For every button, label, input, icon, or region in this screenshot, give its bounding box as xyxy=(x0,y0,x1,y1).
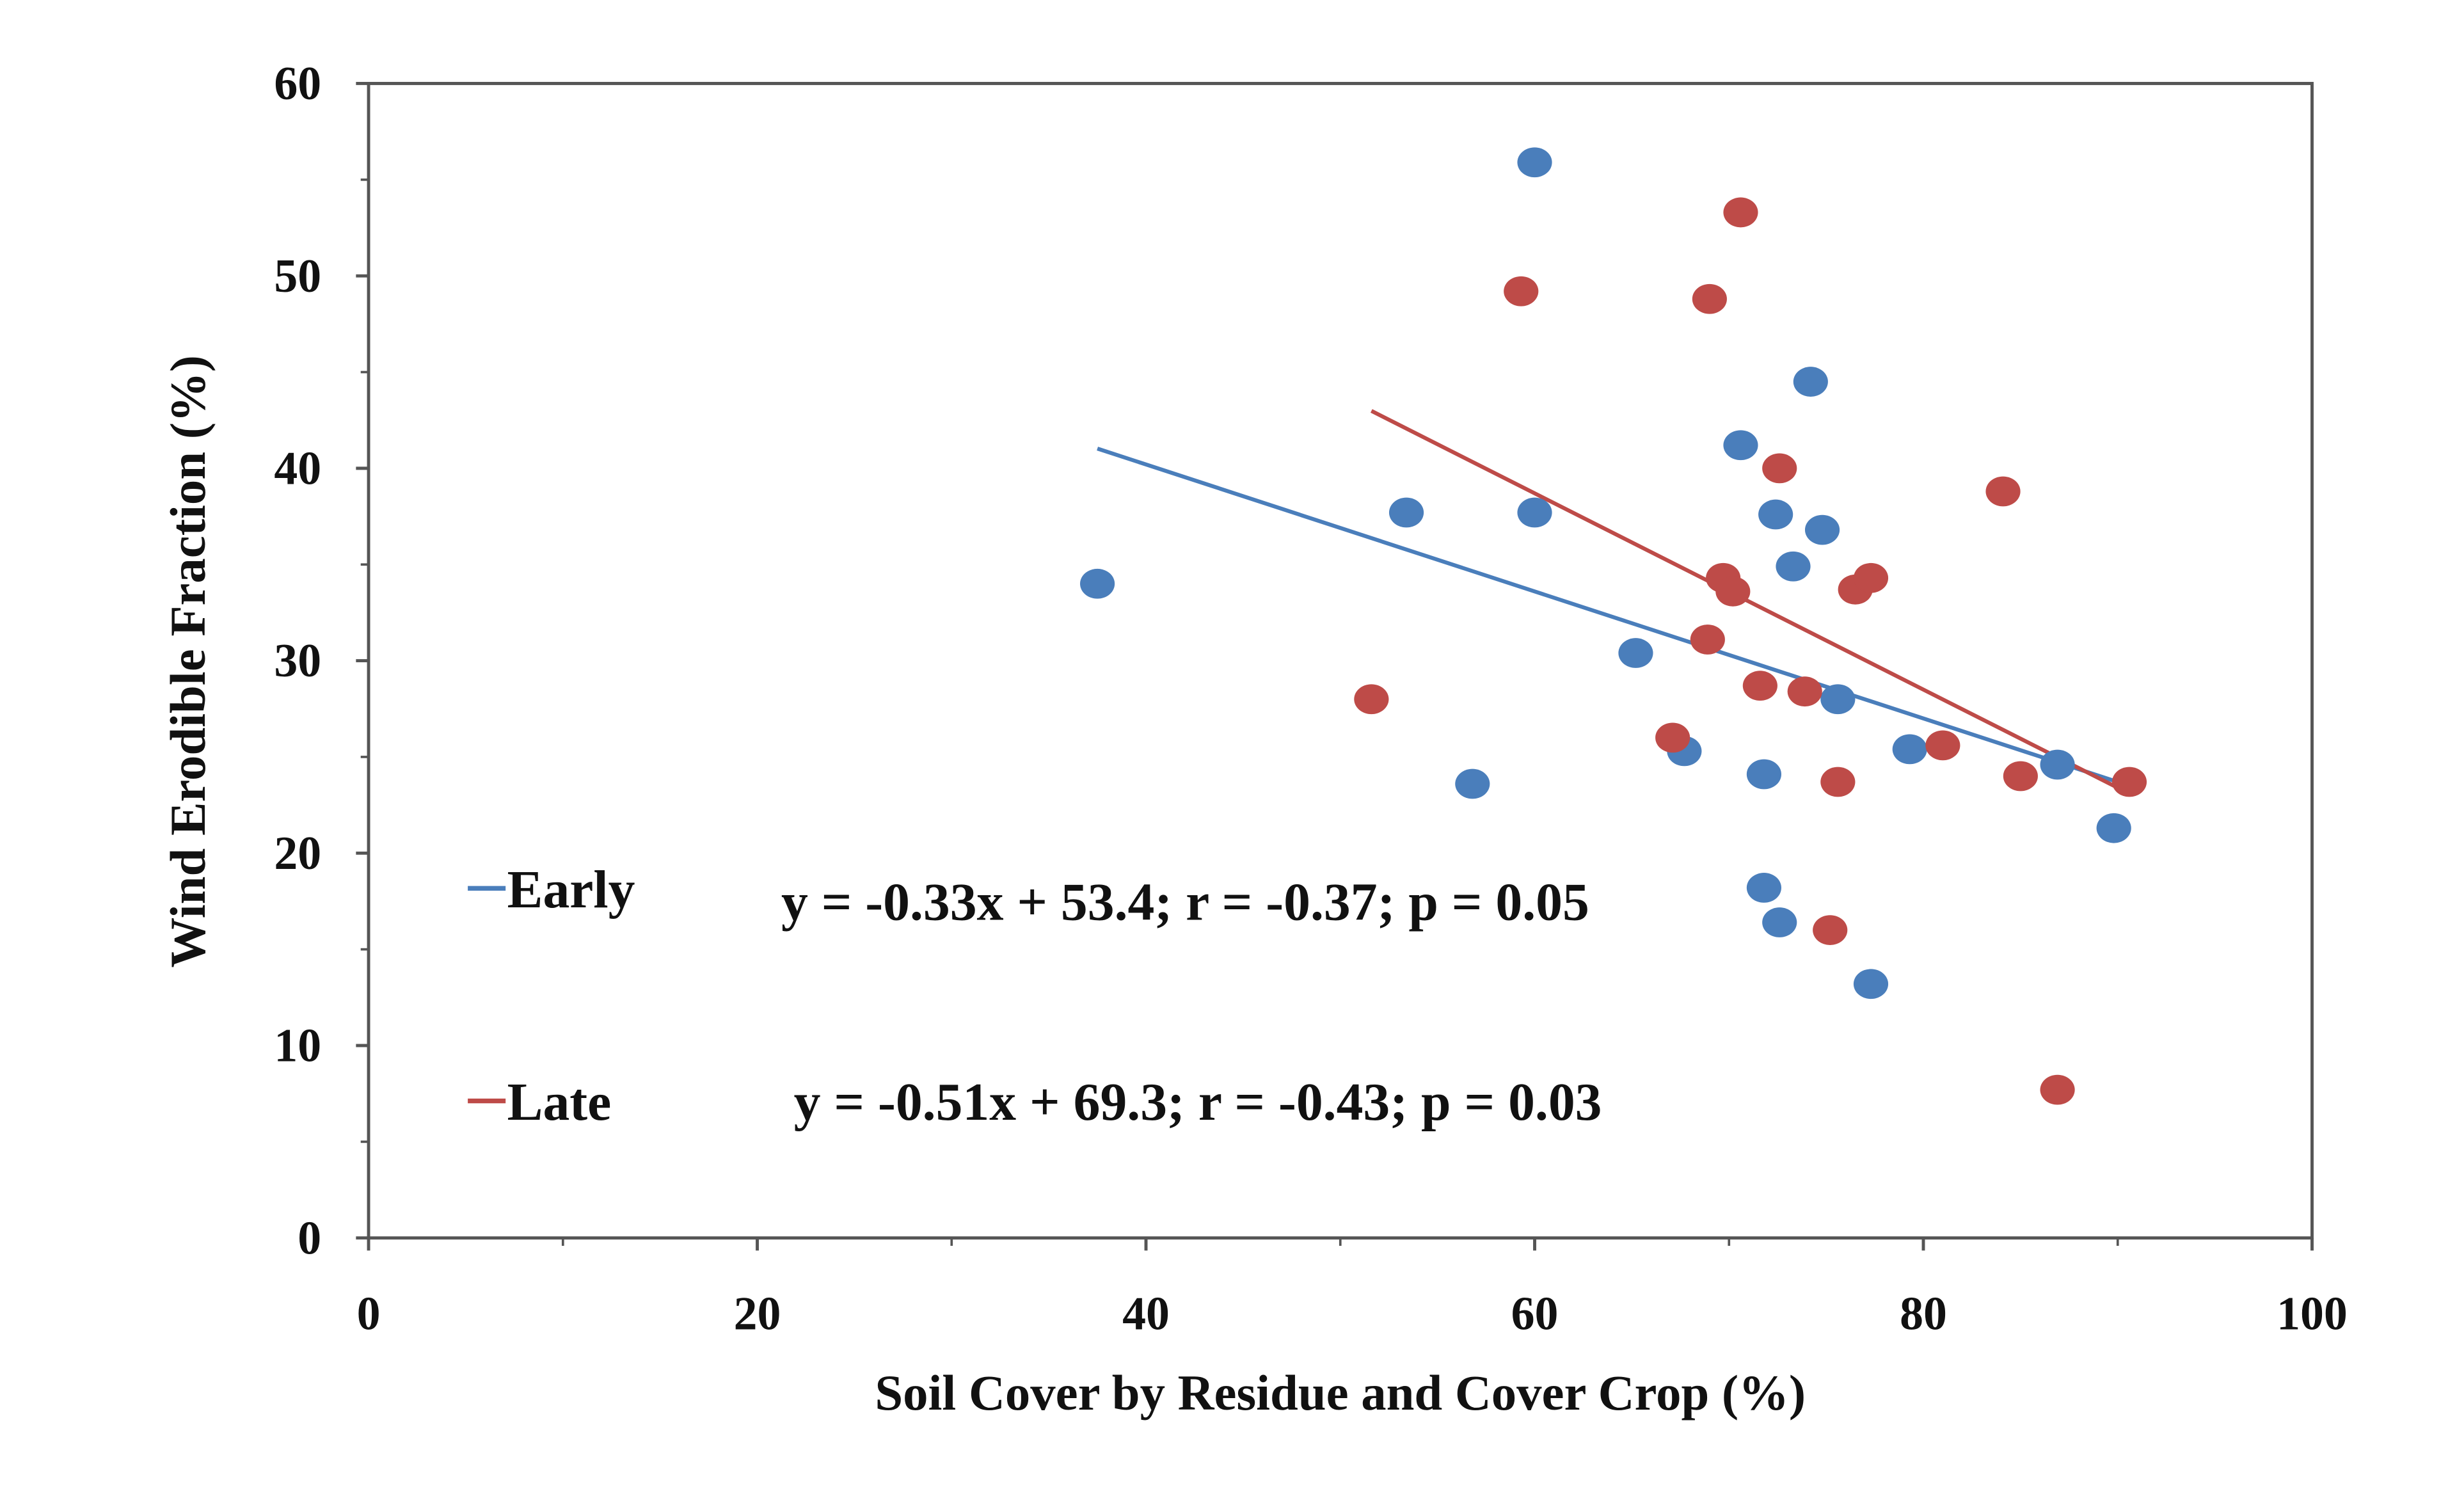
early-point xyxy=(1517,497,1552,528)
y-tick-label: 40 xyxy=(274,442,321,494)
late-point xyxy=(1504,276,1539,306)
late-point xyxy=(1655,722,1690,753)
late-point xyxy=(1715,576,1751,607)
y-tick-label: 50 xyxy=(274,250,321,302)
late-equation: y = -0.51x + 69.3; r = -0.43; p = 0.03 xyxy=(794,1072,1602,1132)
x-axis-label: Soil Cover by Residue and Cover Crop (%) xyxy=(875,1365,1806,1421)
early-point xyxy=(1080,568,1115,599)
late-point xyxy=(1925,730,1960,761)
early-point xyxy=(2096,813,2131,843)
late-point xyxy=(2040,1074,2075,1105)
early-point xyxy=(1853,969,1889,999)
legend-late-label: Late xyxy=(507,1072,612,1132)
late-point xyxy=(1354,684,1389,715)
early-point xyxy=(2040,749,2075,780)
late-point xyxy=(1690,625,1725,655)
late-point xyxy=(1985,476,2021,507)
early-point xyxy=(1618,638,1653,668)
late-point xyxy=(1762,453,1797,484)
x-tick-label: 100 xyxy=(2277,1287,2348,1339)
early-point xyxy=(1517,147,1552,178)
early-point xyxy=(1804,514,1840,545)
early-equation: y = -0.33x + 53.4; r = -0.37; p = 0.05 xyxy=(781,872,1589,932)
late-point xyxy=(1820,767,1856,797)
y-tick-label: 20 xyxy=(274,827,321,879)
late-point xyxy=(1787,676,1822,707)
y-axis-label: Wind Erodible Fraction (%) xyxy=(161,355,216,967)
late-point xyxy=(2003,761,2038,792)
late-point xyxy=(1742,671,1777,701)
early-point xyxy=(1723,430,1758,461)
early-point xyxy=(1762,907,1797,937)
early-point xyxy=(1892,734,1927,765)
y-tick-label: 10 xyxy=(274,1019,321,1072)
x-tick-label: 20 xyxy=(734,1287,781,1339)
y-tick-label: 60 xyxy=(274,57,321,109)
late-point xyxy=(2111,767,2147,797)
early-point xyxy=(1746,873,1782,903)
late-point xyxy=(1813,915,1848,945)
plot-area xyxy=(367,81,2314,1240)
early-point xyxy=(1455,768,1490,799)
legend-early: Early y = -0.33x + 53.4; r = -0.37; p = … xyxy=(468,860,1589,932)
early-point xyxy=(1793,367,1828,397)
legend-late: Late y = -0.51x + 69.3; r = -0.43; p = 0… xyxy=(468,1072,1602,1132)
early-trendline xyxy=(1097,447,2119,784)
y-tick-label: 30 xyxy=(274,634,321,687)
late-point xyxy=(1723,197,1758,228)
x-tick-label: 80 xyxy=(1900,1287,1947,1339)
early-point xyxy=(1746,759,1782,790)
x-tick-label: 40 xyxy=(1122,1287,1170,1339)
x-tick-label: 0 xyxy=(357,1287,381,1339)
early-point xyxy=(1388,497,1424,528)
legend-early-label: Early xyxy=(507,860,635,919)
late-trendline xyxy=(1370,409,2129,795)
y-tick-label: 0 xyxy=(298,1211,321,1264)
early-point xyxy=(1776,551,1811,582)
late-point xyxy=(1692,283,1727,314)
late-point xyxy=(1853,562,1889,593)
early-point xyxy=(1758,499,1793,530)
early-point xyxy=(1820,684,1856,715)
x-tick-label: 60 xyxy=(1511,1287,1559,1339)
